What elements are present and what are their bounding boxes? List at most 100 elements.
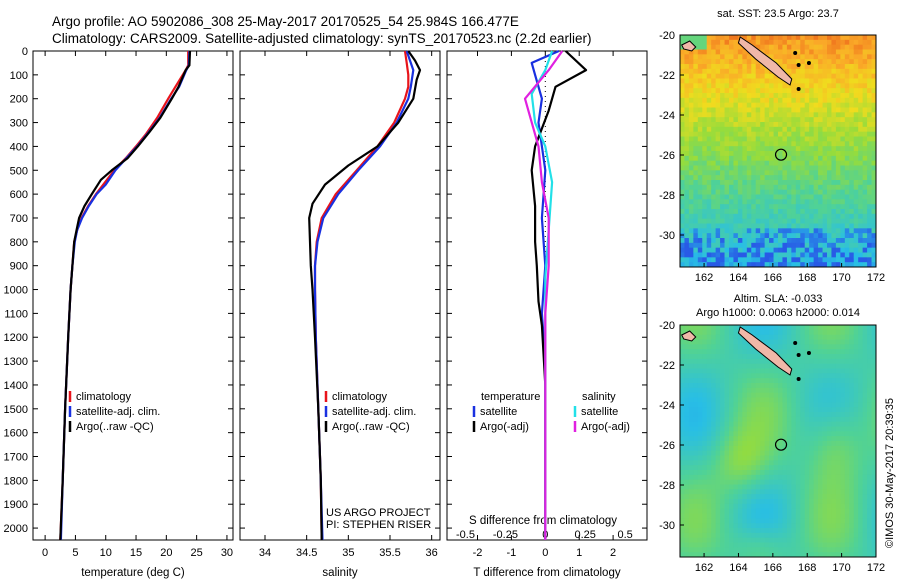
x-tick-label: 25 (191, 547, 203, 559)
argo-position-marker (774, 438, 788, 451)
x-axis-label: T difference from climatology (473, 567, 620, 579)
x-tick-label-salinity: 0.5 (617, 529, 632, 541)
y-tick-label: 1000 (4, 285, 28, 297)
header-line-2: Climatology: CARS2009. Satellite-adjuste… (52, 31, 592, 46)
x-tick-label: 35.5 (379, 547, 400, 559)
sla-map: 162 164 166 168 170 172 -20 -22 -24 -26 -28 -30 (659, 320, 885, 574)
legend-entry: Argo(..raw -QC) (332, 421, 410, 433)
x-tick-label: 5 (72, 547, 78, 559)
difference-panel: -2 -1 0 1 2 T difference from climatology S di… (446, 49, 648, 579)
salinity-panel: 34 34.5 35 35.5 36 salinity climatology satelli… (239, 50, 441, 579)
y-tick-label: 1800 (4, 475, 28, 487)
x-tick-label: 0 (42, 547, 48, 559)
island-dot (806, 61, 811, 65)
island-dot (806, 351, 811, 355)
y-tick-label: 100 (10, 70, 28, 82)
argo-position-marker (774, 148, 788, 161)
x-tick-label: 20 (160, 547, 172, 559)
series-line (59, 50, 192, 541)
y-tick-label: -22 (659, 70, 675, 82)
x-tick-label: 10 (100, 547, 112, 559)
x-tick-label-salinity: 0.25 (574, 529, 595, 541)
legend-header-temperature: temperature (481, 391, 540, 403)
y-tick-label: 1300 (4, 356, 28, 368)
temperature-panel: 0 5 10 15 20 25 30 temperature (deg C) 0 100 200 30… (4, 46, 234, 579)
sla-map-title-1: Altim. SLA: -0.033 (734, 293, 823, 305)
map-frame (679, 34, 877, 268)
x-tick-label: 164 (729, 562, 747, 574)
y-tick-label: -26 (659, 440, 675, 452)
y-tick-label: -28 (659, 190, 675, 202)
y-tick-label: -22 (659, 360, 675, 372)
x-tick-label: 30 (221, 547, 233, 559)
legend-entry: Argo(-adj) (480, 421, 529, 433)
legend-entry: satellite (480, 406, 517, 418)
x-tick-label: 2 (610, 547, 616, 559)
legend-entry: climatology (76, 391, 132, 403)
island-dot (796, 87, 801, 91)
island-dot (793, 341, 798, 345)
y-tick-label: -30 (659, 520, 675, 532)
y-tick-label: 1600 (4, 428, 28, 440)
y-tick-label: 300 (10, 118, 28, 130)
legend-entry: satellite-adj. clim. (76, 406, 160, 418)
y-tick-label: 1700 (4, 452, 28, 464)
x-tick-label: 34 (259, 547, 271, 559)
series-line (530, 50, 588, 540)
series-line (530, 49, 560, 540)
y-tick-label: 1100 (4, 308, 28, 320)
legend-entry: Argo(-adj) (581, 421, 630, 433)
y-tick-label: 1200 (4, 332, 28, 344)
y-tick-label: 200 (10, 94, 28, 106)
sla-map-title-2: Argo h1000: 0.0063 h2000: 0.014 (696, 307, 860, 319)
legend-entry: climatology (332, 391, 388, 403)
pi-credit: PI: STEPHEN RISER (326, 519, 431, 531)
y-tick-label: 2000 (4, 523, 28, 535)
x-tick-label: -1 (507, 547, 517, 559)
x-tick-label: 162 (695, 562, 713, 574)
y-tick-label: -20 (659, 320, 675, 332)
x-tick-label: 170 (832, 562, 850, 574)
x-tick-label: 168 (798, 562, 816, 574)
imos-credit: ©IMOS 30-May-2017 20:39:35 (884, 398, 896, 548)
legend-entry: satellite (581, 406, 618, 418)
series-line (523, 50, 564, 540)
y-tick-label: -30 (659, 230, 675, 242)
x-tick-label-salinity: -0.25 (493, 529, 518, 541)
x-tick-label: -2 (473, 547, 483, 559)
island-dot (793, 51, 798, 55)
island-new-caledonia (737, 36, 793, 86)
y-tick-label: -28 (659, 480, 675, 492)
x-tick-label: 34.5 (296, 547, 317, 559)
x-tick-label: 15 (130, 547, 142, 559)
x-tick-label: 168 (798, 272, 816, 284)
y-tick-label: 700 (10, 213, 28, 225)
y-tick-label: 1400 (4, 380, 28, 392)
sst-map-title: sat. SST: 23.5 Argo: 23.7 (717, 8, 839, 20)
y-tick-label: -26 (659, 150, 675, 162)
island-new-caledonia (737, 326, 793, 376)
x-tick-label: 36 (426, 547, 438, 559)
y-tick-label: 0 (22, 46, 28, 58)
x-tick-label: 162 (695, 272, 713, 284)
header-line-1: Argo profile: AO 5902086_308 25-May-2017… (52, 14, 519, 29)
x-tick-label: 35 (342, 547, 354, 559)
island-chesterfield (681, 40, 697, 52)
y-tick-label: 900 (10, 261, 28, 273)
y-tick-label: 1900 (4, 499, 28, 511)
y-tick-label: 1500 (4, 404, 28, 416)
y-tick-label: -20 (659, 30, 675, 42)
x-tick-label: 166 (764, 562, 782, 574)
x-axis-label-salinity: S difference from climatology (469, 515, 617, 527)
sst-map: 162 164 166 168 170 172 -20 -22 -24 -26 -28 -30 (659, 30, 885, 284)
x-axis-label: salinity (322, 567, 357, 579)
y-tick-label: 800 (10, 237, 28, 249)
plot-frame (239, 50, 441, 541)
x-tick-label: 166 (764, 272, 782, 284)
y-tick-label: -24 (659, 110, 675, 122)
island-chesterfield (681, 330, 697, 342)
legend-entry: Argo(..raw -QC) (76, 421, 154, 433)
series-line (308, 50, 422, 541)
map-frame (679, 324, 877, 558)
